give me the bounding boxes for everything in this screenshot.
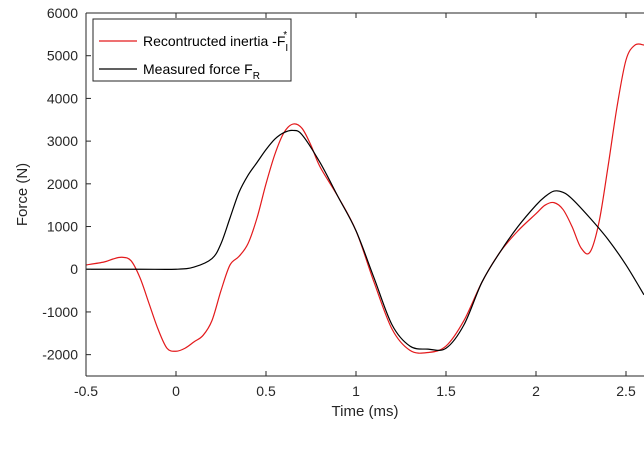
y-tick-label: 0	[70, 261, 78, 277]
series-line-measured-force	[86, 129, 644, 351]
x-tick-label: 0.5	[256, 383, 276, 399]
legend-label-subscript: I	[285, 43, 288, 54]
legend-box	[92, 18, 292, 82]
plot-area	[86, 43, 644, 354]
y-tick-label: -1000	[42, 304, 78, 320]
legend: Recontructed inertia -FI * Measured force …	[92, 18, 292, 82]
series-line-reconstructed-inertia	[86, 43, 644, 354]
y-axis-ticks: -2000 -1000 0 1000 2000 3000 4000 5000 6000	[42, 5, 91, 363]
axes	[85, 12, 644, 377]
x-tick-label: -0.5	[74, 383, 98, 399]
legend-label-superscript: *	[283, 30, 287, 41]
y-axis-title: Force (N)	[14, 163, 31, 226]
x-tick-label: 2	[532, 383, 540, 399]
y-tick-label: 6000	[47, 5, 78, 21]
x-tick-label: 1.5	[436, 383, 456, 399]
x-tick-label: 0	[172, 383, 180, 399]
y-tick-label: 1000	[47, 219, 78, 235]
y-tick-label: 4000	[47, 90, 78, 106]
legend-label-text: Recontructed inertia -F	[143, 33, 285, 49]
y-tick-label: -2000	[42, 347, 78, 363]
legend-label-subscript: R	[253, 71, 260, 82]
legend-label: Recontructed inertia -FI *	[143, 30, 288, 54]
y-tick-label: 5000	[47, 48, 78, 64]
legend-label: Measured force FR	[143, 61, 260, 82]
x-tick-label: 1	[352, 383, 360, 399]
y-tick-label: 2000	[47, 176, 78, 192]
x-axis-title: Time (ms)	[332, 403, 399, 420]
legend-label-text: Measured force F	[143, 61, 253, 77]
x-axis-ticks: -0.5 0 0.5 1 1.5 2 2.5	[74, 13, 636, 399]
x-tick-label: 2.5	[616, 383, 636, 399]
y-tick-label: 3000	[47, 133, 78, 149]
